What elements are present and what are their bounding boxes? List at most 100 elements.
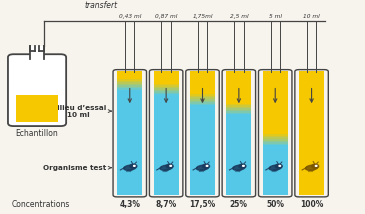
Bar [263, 127, 288, 129]
Bar [190, 153, 215, 155]
Bar [190, 131, 215, 133]
Bar [299, 125, 324, 127]
Bar [118, 188, 142, 190]
Bar [118, 139, 142, 141]
Bar [190, 101, 215, 103]
Bar [118, 160, 142, 162]
Bar [190, 156, 215, 158]
Bar [227, 94, 251, 96]
Bar [263, 87, 288, 89]
Bar [227, 190, 251, 192]
Bar [154, 160, 178, 162]
Bar [190, 151, 215, 153]
Bar [227, 124, 251, 126]
Bar [299, 147, 324, 149]
Bar [263, 128, 288, 130]
Bar [227, 85, 251, 87]
Bar [118, 162, 142, 164]
Bar [227, 114, 251, 116]
Bar [299, 174, 324, 176]
Bar [118, 105, 142, 107]
Bar [154, 136, 178, 138]
Text: 0,43 ml: 0,43 ml [119, 14, 141, 19]
Bar [154, 151, 178, 153]
Circle shape [239, 164, 246, 168]
Bar [263, 93, 288, 95]
Bar [299, 77, 324, 79]
Bar [299, 181, 324, 183]
Bar [154, 91, 178, 93]
Bar [299, 91, 324, 93]
Bar [154, 190, 178, 192]
Bar [227, 167, 251, 169]
Bar [118, 147, 142, 149]
Bar [118, 131, 142, 133]
Bar [154, 113, 178, 115]
Bar [299, 114, 324, 116]
Bar [154, 107, 178, 109]
Bar [118, 85, 142, 87]
Bar [118, 151, 142, 153]
Bar [154, 159, 178, 161]
Text: 50%: 50% [266, 200, 284, 209]
Bar [118, 76, 142, 78]
Bar [263, 156, 288, 158]
Bar [154, 184, 178, 186]
Bar [263, 142, 288, 144]
Bar [190, 181, 215, 183]
Bar [299, 124, 324, 126]
Bar [154, 99, 178, 101]
Bar [154, 88, 178, 90]
Bar [118, 93, 142, 95]
Bar [118, 104, 142, 106]
Bar [190, 134, 215, 136]
Bar [299, 139, 324, 141]
Bar [263, 71, 288, 73]
Bar [190, 148, 215, 150]
Bar [263, 188, 288, 190]
Bar [299, 105, 324, 107]
Bar [263, 159, 288, 161]
Bar [154, 128, 178, 130]
Bar [190, 170, 215, 172]
Ellipse shape [306, 165, 318, 170]
Bar [190, 84, 215, 86]
Bar [154, 130, 178, 132]
Bar [154, 124, 178, 126]
Text: 25%: 25% [230, 200, 248, 209]
Bar [299, 159, 324, 161]
Bar [190, 185, 215, 187]
Bar [299, 79, 324, 81]
Bar [263, 139, 288, 141]
Bar [190, 139, 215, 141]
Bar [263, 150, 288, 152]
Bar [154, 167, 178, 169]
Circle shape [312, 164, 319, 168]
Bar [190, 102, 215, 104]
Bar [263, 105, 288, 107]
Bar [118, 91, 142, 93]
Bar [227, 187, 251, 189]
Ellipse shape [124, 165, 136, 170]
Bar [299, 84, 324, 86]
Bar [154, 164, 178, 166]
Text: 8,7%: 8,7% [155, 200, 177, 209]
Bar [154, 101, 178, 103]
Bar [154, 147, 178, 149]
Bar [299, 104, 324, 106]
Bar [263, 185, 288, 187]
Bar [118, 144, 142, 146]
Bar [190, 158, 215, 159]
Bar [299, 144, 324, 146]
Bar [263, 94, 288, 96]
FancyBboxPatch shape [8, 54, 66, 126]
Ellipse shape [160, 165, 172, 170]
Bar [299, 128, 324, 130]
Bar [154, 134, 178, 136]
Circle shape [275, 164, 282, 168]
Bar [154, 162, 178, 164]
Bar [263, 148, 288, 150]
Bar [118, 88, 142, 90]
Bar [118, 193, 142, 195]
Text: 100%: 100% [300, 200, 323, 209]
